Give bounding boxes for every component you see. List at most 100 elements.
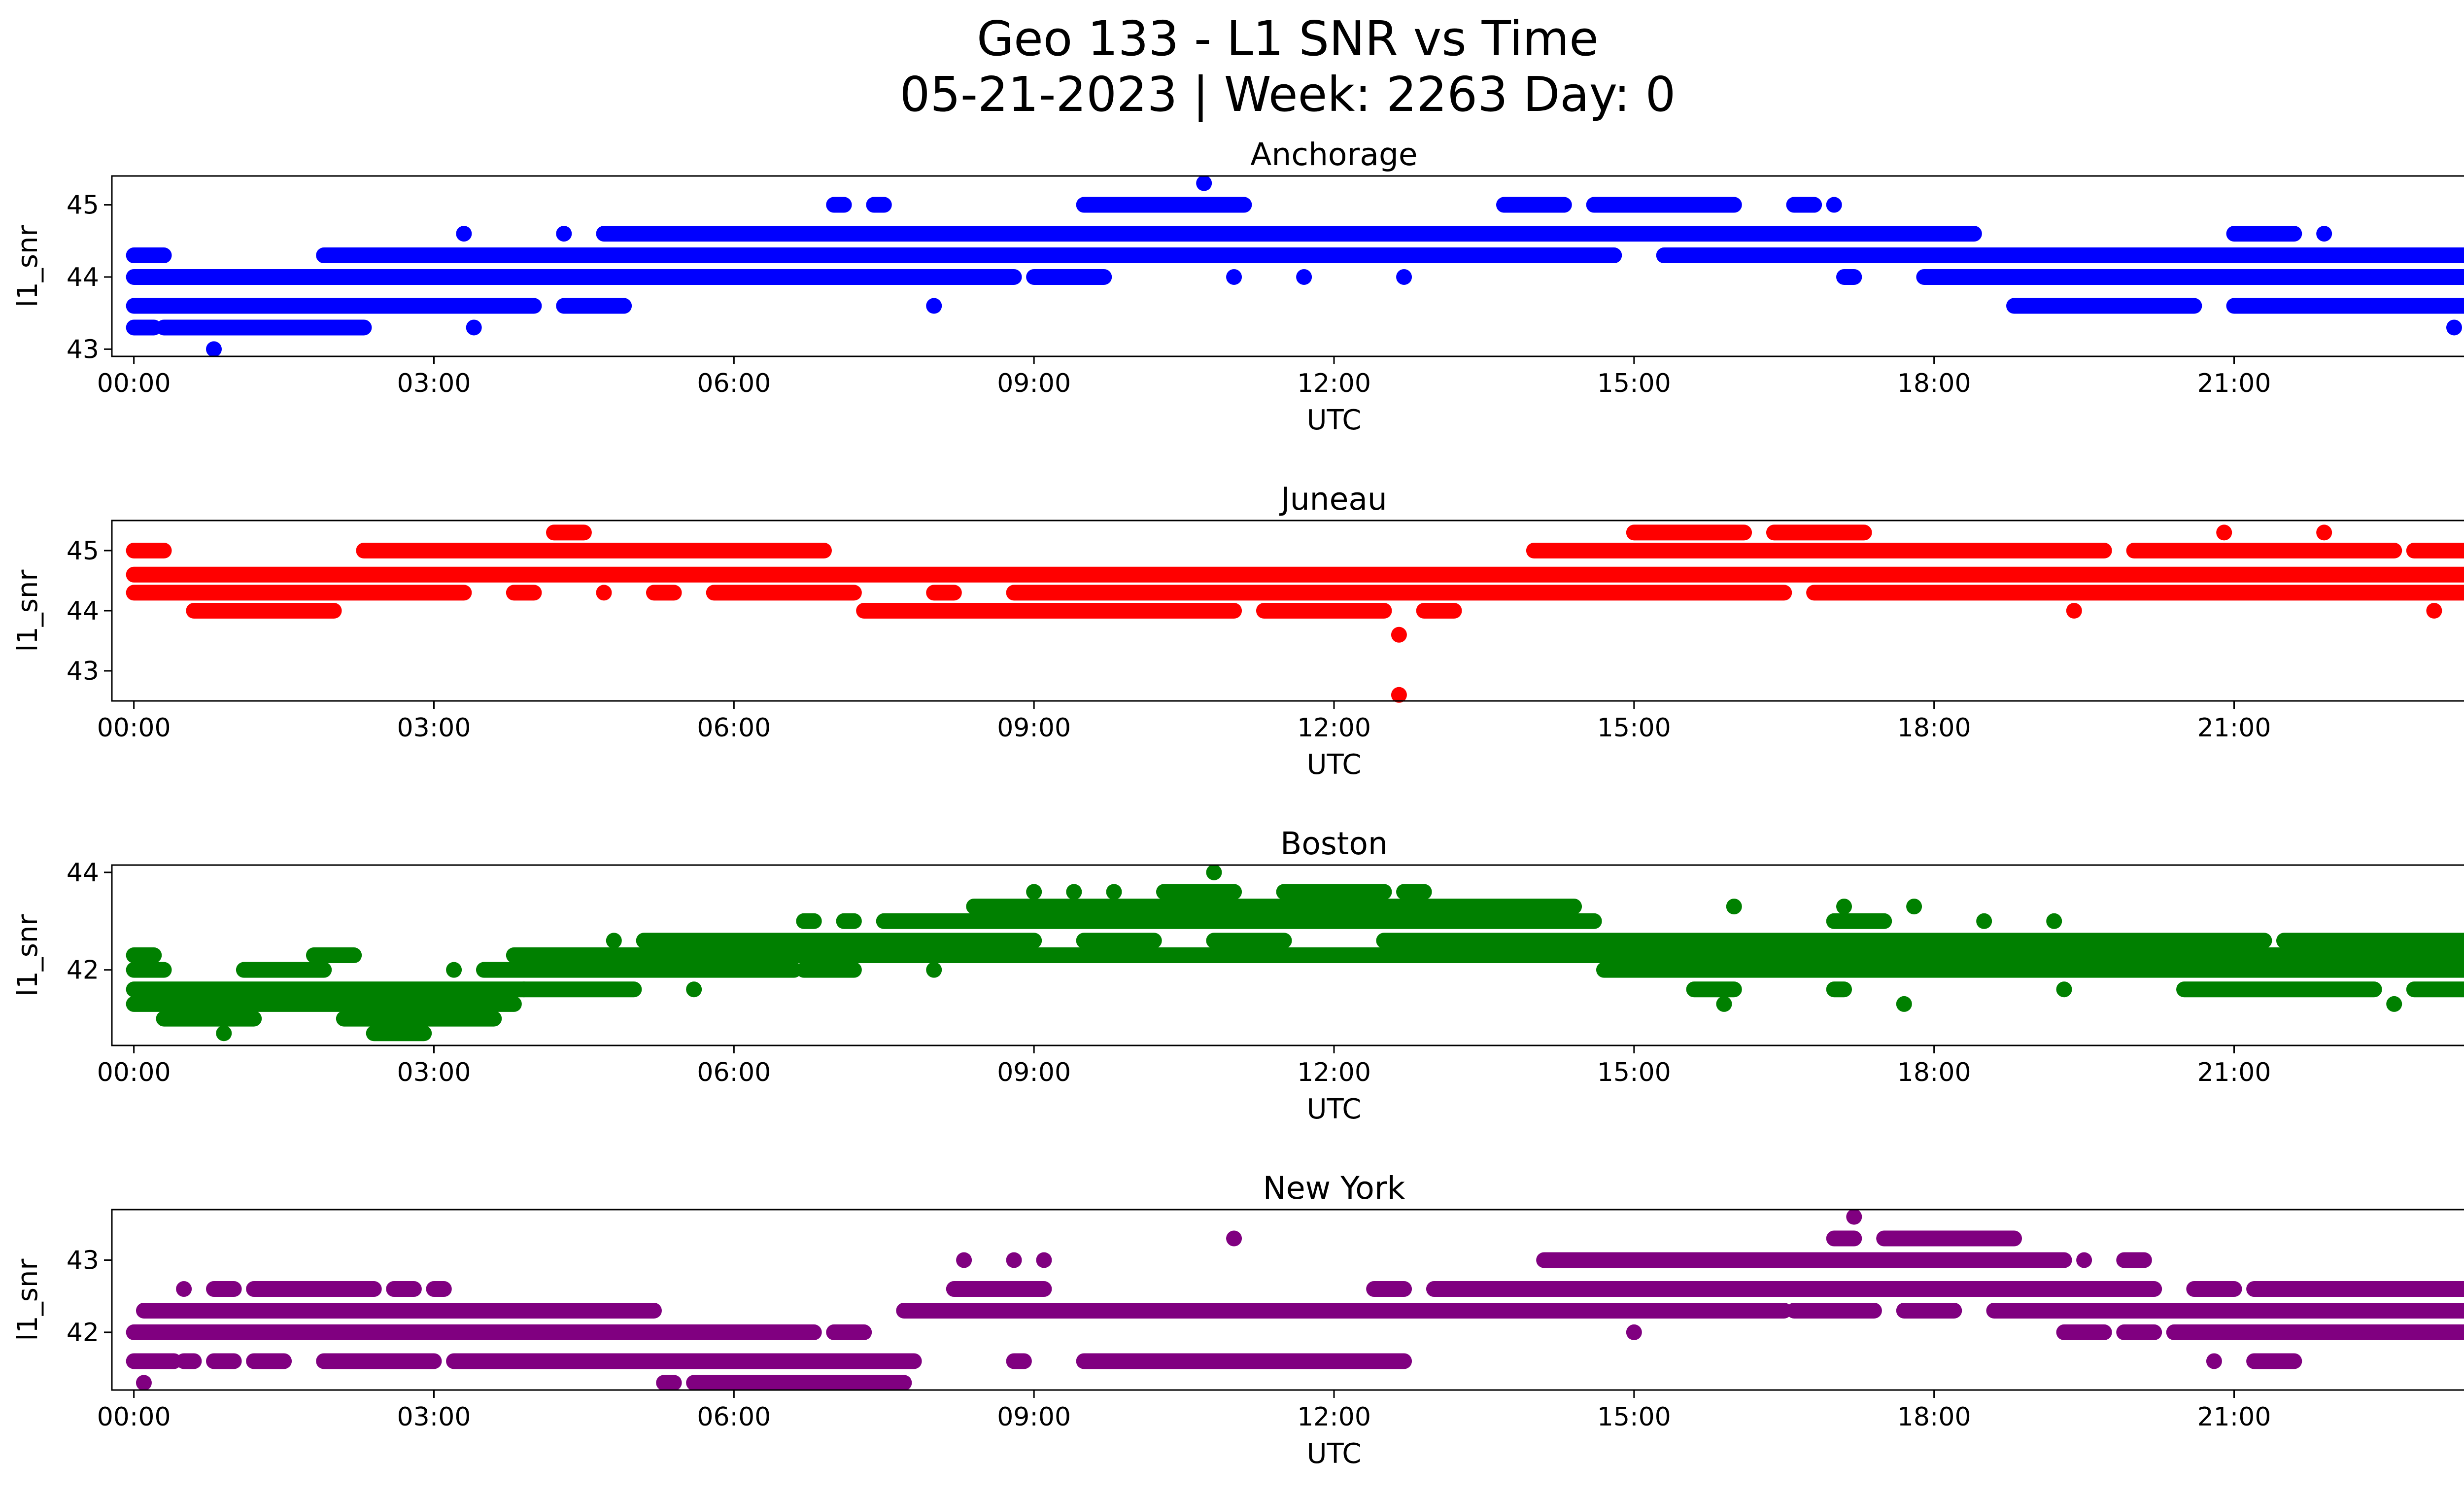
- x-tick-label: 00:00: [97, 1058, 171, 1087]
- data-point: [1906, 899, 1922, 915]
- data-point: [946, 947, 962, 963]
- anchorage-x-axis-label: UTC: [1306, 404, 1361, 436]
- x-tick-label: 18:00: [1897, 1058, 1971, 1087]
- data-point: [556, 226, 572, 242]
- data-point-run: [2276, 933, 2464, 949]
- data-point: [926, 962, 942, 978]
- data-point-run: [1416, 603, 1462, 619]
- data-point-run: [856, 603, 1242, 619]
- juneau-data-points: [126, 524, 2464, 703]
- data-point: [2316, 226, 2332, 242]
- data-point: [456, 226, 472, 242]
- data-point-run: [826, 1324, 872, 1340]
- data-point-run: [1916, 269, 2464, 285]
- data-point: [1226, 1230, 1242, 1247]
- data-point: [136, 1375, 152, 1391]
- data-point: [2046, 913, 2062, 929]
- data-point: [2446, 319, 2462, 336]
- data-point: [446, 962, 462, 978]
- x-tick-label: 09:00: [997, 1402, 1071, 1432]
- data-point-run: [2406, 543, 2464, 558]
- data-point-run: [1836, 269, 1862, 285]
- data-point: [1896, 996, 1912, 1012]
- data-point-run: [446, 1353, 922, 1369]
- x-tick-label: 06:00: [697, 1402, 771, 1432]
- data-point: [466, 319, 482, 336]
- y-tick-label: 44: [67, 596, 99, 626]
- boston-chart-title: Boston: [1280, 826, 1388, 862]
- data-point-run: [2056, 1324, 2112, 1340]
- data-point-run: [2126, 543, 2402, 558]
- data-point-run: [1526, 543, 2112, 558]
- data-point-run: [126, 269, 1022, 285]
- data-point: [2066, 603, 2082, 619]
- new-york-x-axis-label: UTC: [1306, 1438, 1361, 1470]
- data-point-run: [706, 585, 862, 601]
- data-point-run: [156, 1010, 262, 1027]
- y-tick-label: 42: [67, 956, 99, 985]
- y-tick-label: 43: [67, 657, 99, 686]
- data-point: [216, 1025, 232, 1042]
- x-tick-label: 09:00: [997, 1058, 1071, 1087]
- data-point: [1066, 884, 1082, 900]
- data-point: [1196, 175, 1212, 191]
- boston-data-points: [126, 864, 2464, 1042]
- x-tick-label: 00:00: [97, 713, 171, 743]
- data-point-run: [126, 319, 162, 336]
- juneau-panel: Juneau 00:00 03:00 06:00 09:00 12:00 15:00 18:0…: [12, 481, 2464, 781]
- data-point-run: [796, 913, 822, 929]
- data-point-run: [206, 1353, 242, 1369]
- y-tick-label: 42: [67, 1318, 99, 1348]
- x-tick-label: 12:00: [1297, 369, 1371, 398]
- data-point-run: [1806, 585, 2464, 601]
- boston-x-axis-label: UTC: [1306, 1093, 1361, 1125]
- data-point: [686, 981, 702, 998]
- data-point-run: [686, 1375, 912, 1391]
- data-point-run: [2006, 298, 2202, 314]
- data-point: [176, 1281, 192, 1297]
- data-point-run: [356, 996, 522, 1012]
- data-point-run: [1826, 981, 1852, 998]
- data-point-run: [1986, 1302, 2464, 1319]
- data-point-run: [1276, 884, 1392, 900]
- figure-subtitle: 05-21-2023 | Week: 2263 Day: 0: [899, 67, 1676, 122]
- data-point: [1026, 884, 1042, 900]
- x-tick-label: 06:00: [697, 713, 771, 743]
- data-point-run: [2176, 981, 2382, 998]
- new-york-panel: New York 00:00 03:00 06:00 09:00 12:00 15:00 18…: [12, 1170, 2464, 1470]
- figure-title: Geo 133 - L1 SNR vs Time: [977, 11, 1599, 67]
- data-point-run: [126, 585, 472, 601]
- data-point-run: [1826, 1230, 1862, 1247]
- boston-y-axis-label: l1_snr: [12, 914, 44, 997]
- data-point-run: [1006, 585, 1792, 601]
- y-tick-label: 45: [67, 191, 99, 220]
- data-point-run: [2406, 981, 2464, 998]
- data-point-run: [556, 298, 632, 314]
- y-tick-label: 43: [67, 1246, 99, 1275]
- data-point-run: [306, 947, 362, 963]
- x-tick-label: 18:00: [1897, 1402, 1971, 1432]
- data-point-run: [1626, 524, 1752, 541]
- anchorage-data-points: [126, 175, 2464, 357]
- data-point-run: [646, 585, 682, 601]
- data-point: [1296, 269, 1312, 285]
- data-point-run: [126, 947, 162, 963]
- data-point-run: [2246, 1353, 2302, 1369]
- data-point: [1726, 899, 1742, 915]
- juneau-chart-title: Juneau: [1279, 481, 1387, 517]
- data-point-run: [136, 1302, 662, 1319]
- data-point: [956, 1252, 972, 1268]
- data-point-run: [636, 933, 1042, 949]
- data-point-run: [1206, 933, 1292, 949]
- data-point-run: [246, 1353, 292, 1369]
- data-point-run: [2116, 1324, 2162, 1340]
- data-point: [2426, 603, 2442, 619]
- data-point-run: [176, 1353, 202, 1369]
- x-tick-label: 09:00: [997, 713, 1071, 743]
- x-tick-label: 15:00: [1597, 1402, 1671, 1432]
- data-point-run: [186, 603, 342, 619]
- data-point: [2056, 981, 2072, 998]
- data-point: [2076, 1252, 2092, 1268]
- data-point: [1226, 269, 1242, 285]
- data-point-run: [1426, 1281, 2162, 1297]
